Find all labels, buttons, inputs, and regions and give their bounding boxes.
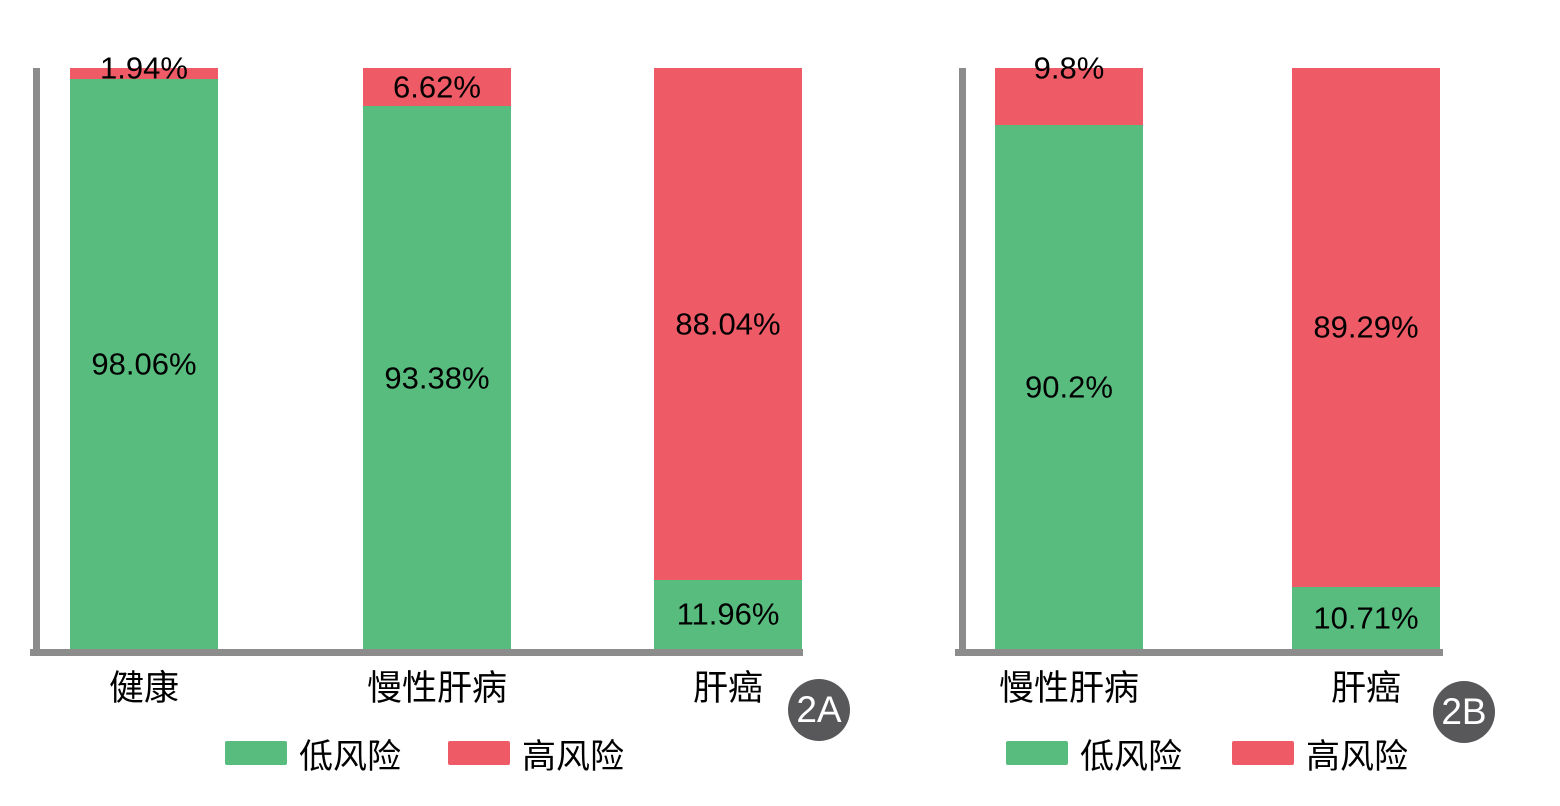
legend-swatch-high-risk [448,741,510,765]
legend-swatch-low-risk [1006,741,1068,765]
segment-high-risk: 6.62% [363,68,511,107]
segment-value-label: 9.8% [1033,50,1105,86]
segment-value-label: 90.2% [1025,369,1113,405]
bar-liver-cancer: 88.04% 11.96% [654,68,802,649]
segment-high-risk: 89.29% [1292,68,1440,587]
panel-badge-2a-label: 2A [796,689,842,730]
bar-liver-cancer: 89.29% 10.71% [1292,68,1440,649]
y-axis [959,68,966,656]
segment-high-risk: 1.94% [70,53,218,84]
panel-badge-2a: 2A [788,679,850,741]
bar-chronic-liver-disease: 9.8% 90.2% [995,53,1143,649]
segment-high-risk: 88.04% [654,68,802,580]
legend-item-high-risk: 高风险 [448,731,624,776]
segment-value-label: 88.04% [675,306,781,342]
y-axis [33,68,40,656]
category-label-chronic-liver-disease: 慢性肝病 [998,669,1139,708]
segment-low-risk: 90.2% [995,124,1143,649]
bar-chronic-liver-disease: 6.62% 93.38% [363,68,511,649]
segment-value-label: 89.29% [1313,309,1419,345]
segment-value-label: 6.62% [393,69,481,105]
segment-low-risk: 10.71% [1292,586,1440,649]
segment-value-label: 10.71% [1313,600,1419,636]
segment-value-label: 1.94% [100,50,188,86]
panel-badge-2b: 2B [1433,681,1495,743]
segment-value-label: 93.38% [384,360,490,396]
segment-low-risk: 11.96% [654,579,802,649]
category-label-healthy: 健康 [108,669,179,708]
legend-swatch-high-risk [1232,741,1294,765]
legend-label-low-risk: 低风险 [299,737,401,776]
segment-high-risk: 9.8% [995,53,1143,125]
legend-label-high-risk: 高风险 [522,737,624,776]
legend-item-low-risk: 低风险 [225,731,401,776]
legend-item-high-risk: 高风险 [1232,731,1408,776]
panel-badge-2b-label: 2B [1441,691,1487,732]
legend-swatch-low-risk [225,741,287,765]
category-label-chronic-liver-disease: 慢性肝病 [366,669,507,708]
legend-label-low-risk: 低风险 [1080,737,1182,776]
segment-low-risk: 93.38% [363,106,511,649]
segment-value-label: 11.96% [676,596,780,632]
x-axis [30,649,803,656]
legend-label-high-risk: 高风险 [1306,737,1408,776]
bar-healthy: 1.94% 98.06% [70,53,218,649]
segment-value-label: 98.06% [91,346,197,382]
legend-item-low-risk: 低风险 [1006,731,1182,776]
category-label-liver-cancer: 肝癌 [692,669,763,708]
segment-low-risk: 98.06% [70,79,218,649]
x-axis [955,649,1443,656]
category-label-liver-cancer: 肝癌 [1330,669,1401,708]
